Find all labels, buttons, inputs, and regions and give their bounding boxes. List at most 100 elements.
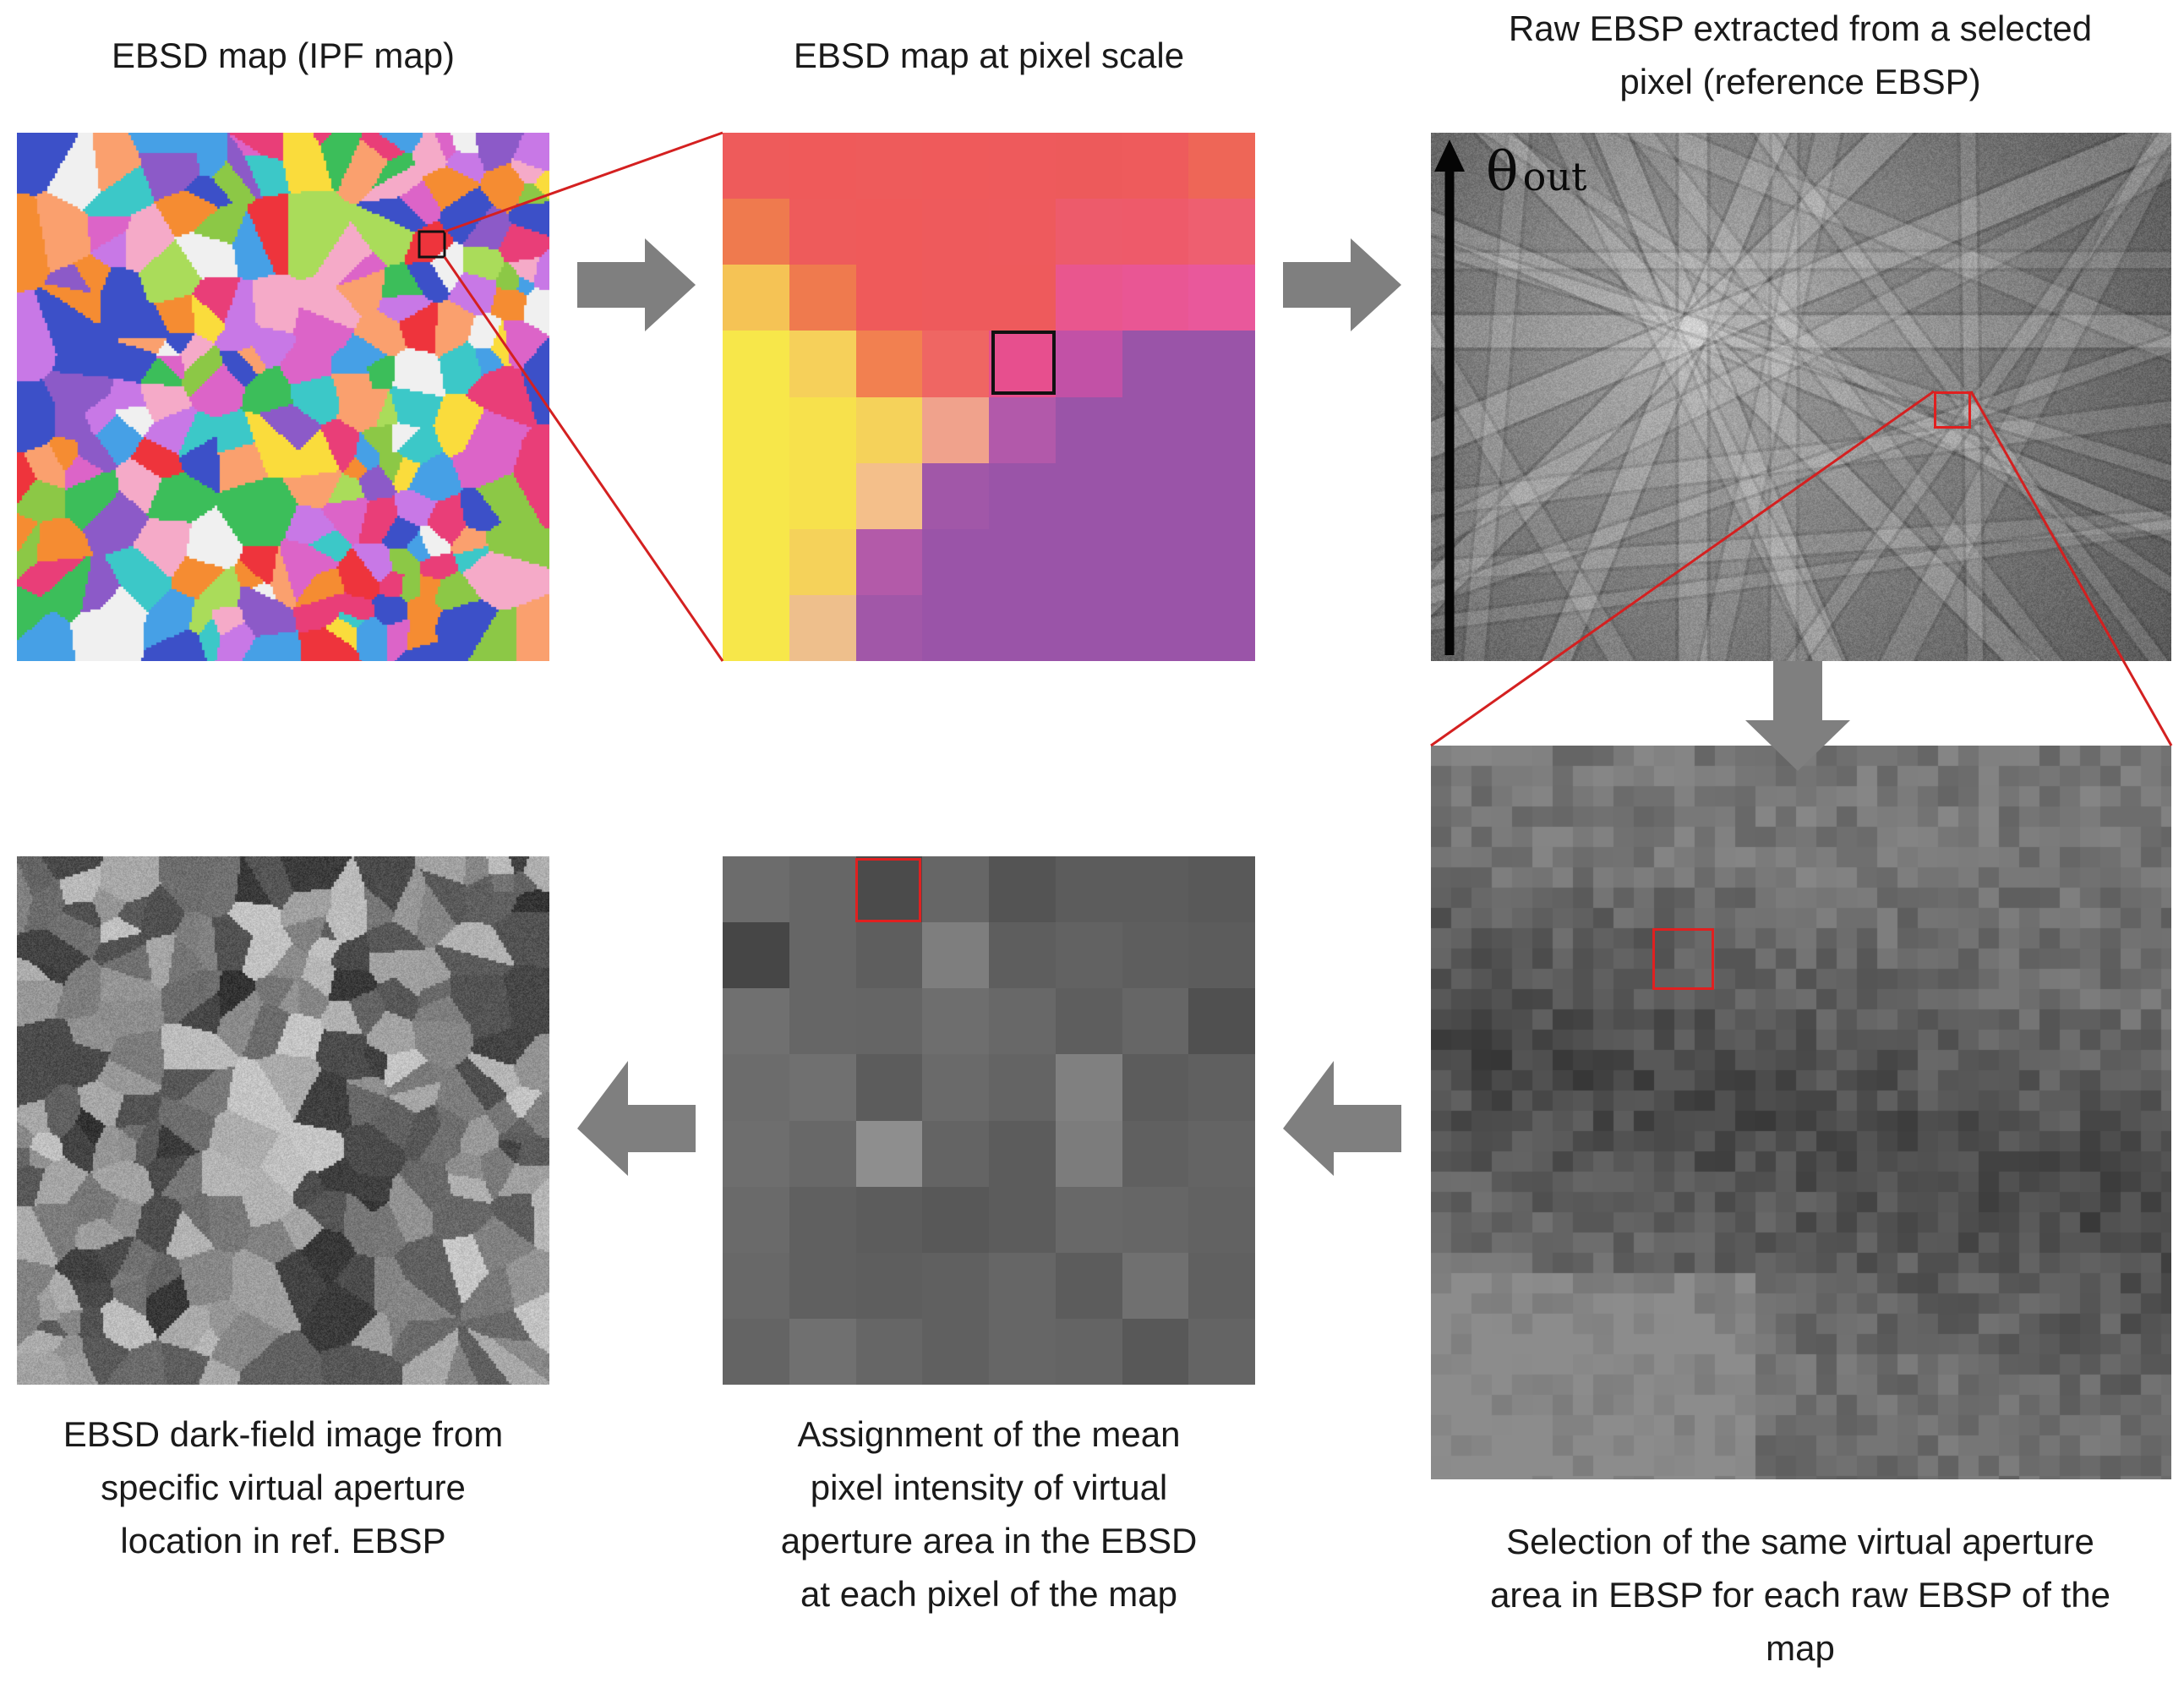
intensity-pixel [723,988,789,1055]
map-pixel [1122,331,1189,397]
intensity-pixel [855,1318,923,1385]
map-pixel [723,265,789,331]
map-pixel [1055,594,1122,661]
theta-symbol: θ [1486,141,1519,204]
map-pixel [723,199,789,265]
aperture-zoom-canvas [1431,746,2171,1479]
map-pixel [1188,199,1255,265]
intensity-pixel [1188,1318,1255,1385]
intensity-pixel [723,922,789,989]
intensity-pixel [1122,1318,1189,1385]
map-pixel [1122,594,1189,661]
intensity-pixel [922,922,989,989]
map-pixel [989,396,1056,463]
assignment-caption-line3: aperture area in the EBSD [780,1521,1198,1561]
map-pixel [789,462,856,529]
zoom-line-right [1969,391,2173,746]
dark-field-caption-line3: location in ref. EBSP [120,1521,446,1561]
aperture-box-zoom [1652,928,1714,990]
arrow-right-icon [1283,238,1401,331]
intensity-pixel [789,1120,856,1187]
ipf-grain-canvas [17,133,549,661]
zoom-line-bottom [443,256,724,662]
map-pixel [855,133,923,200]
selection-caption-line2: area in EBSP for each raw EBSP of the [1490,1575,2110,1615]
intensity-pixel [1188,922,1255,989]
intensity-pixel [922,1252,989,1319]
selection-caption-line3: map [1766,1628,1835,1668]
map-pixel [855,594,923,661]
arrow-down-icon [1745,661,1850,771]
intensity-pixel [922,856,989,923]
aperture-zoom-image [1431,746,2171,1479]
theta-out-axis [1434,139,1465,655]
map-pixel [989,133,1056,200]
map-pixel [789,528,856,595]
intensity-pixel [922,1186,989,1253]
ipf-selection-box [418,230,446,259]
map-pixel [1122,199,1189,265]
map-pixel [1055,396,1122,463]
intensity-pixel [855,988,923,1055]
map-pixel [922,133,989,200]
intensity-pixel [789,922,856,989]
map-pixel [1122,133,1189,200]
assignment-caption: Assignment of the mean pixel intensity o… [723,1408,1255,1621]
intensity-pixel [1122,1054,1189,1121]
assignment-caption-line2: pixel intensity of virtual [810,1468,1168,1507]
intensity-pixel [789,1318,856,1385]
intensity-pixel [1188,1186,1255,1253]
map-pixel [855,528,923,595]
intensity-pixel [989,1186,1056,1253]
map-pixel [789,133,856,200]
intensity-pixel [1122,922,1189,989]
intensity-pixel [789,1054,856,1121]
intensity-pixel [989,856,1056,923]
intensity-pixel [855,1054,923,1121]
map-pixel [1122,396,1189,463]
intensity-pixel [789,1186,856,1253]
map-pixel [1122,528,1189,595]
mean-intensity-map [723,856,1255,1385]
intensity-pixel [1188,856,1255,923]
intensity-pixel [1188,988,1255,1055]
raw-ebsp-caption-line2: pixel (reference EBSP) [1619,62,1981,101]
selected-pixel-box [991,331,1056,395]
intensity-pixel [922,1054,989,1121]
intensity-pixel [789,1252,856,1319]
map-pixel [1055,462,1122,529]
dark-field-caption: EBSD dark-field image from specific virt… [17,1408,549,1567]
pixel-scale-caption: EBSD map at pixel scale [793,36,1185,75]
intensity-pixel [1122,856,1189,923]
arrow-left-icon [577,1061,696,1176]
intensity-pixel [855,1252,923,1319]
intensity-pixel [855,1120,923,1187]
intensity-pixel [989,1120,1056,1187]
intensity-pixel [1122,1252,1189,1319]
map-pixel [1188,331,1255,397]
intensity-pixel [989,988,1056,1055]
dark-field-image [17,856,549,1385]
raw-ebsp-image: θ out [1431,133,2171,661]
intensity-pixel [723,1186,789,1253]
selection-caption-line1: Selection of the same virtual aperture [1506,1522,2094,1561]
kikuchi-pattern-canvas [1431,133,2171,661]
pixel-scale-map [723,133,1255,661]
map-pixel [855,199,923,265]
intensity-pixel [855,856,923,923]
map-pixel [989,331,1056,397]
map-pixel [922,594,989,661]
raw-ebsp-caption-line1: Raw EBSP extracted from a selected [1508,8,2093,48]
ipf-map-image [17,133,549,661]
map-pixel [1055,199,1122,265]
assignment-caption-line1: Assignment of the mean [797,1414,1181,1454]
map-pixel [855,462,923,529]
map-pixel [1188,594,1255,661]
map-pixel [789,199,856,265]
dark-field-caption-line2: specific virtual aperture [101,1468,466,1507]
map-pixel [723,396,789,463]
zoom-line-top [444,131,723,233]
map-pixel [855,265,923,331]
intensity-pixel [1055,1252,1122,1319]
